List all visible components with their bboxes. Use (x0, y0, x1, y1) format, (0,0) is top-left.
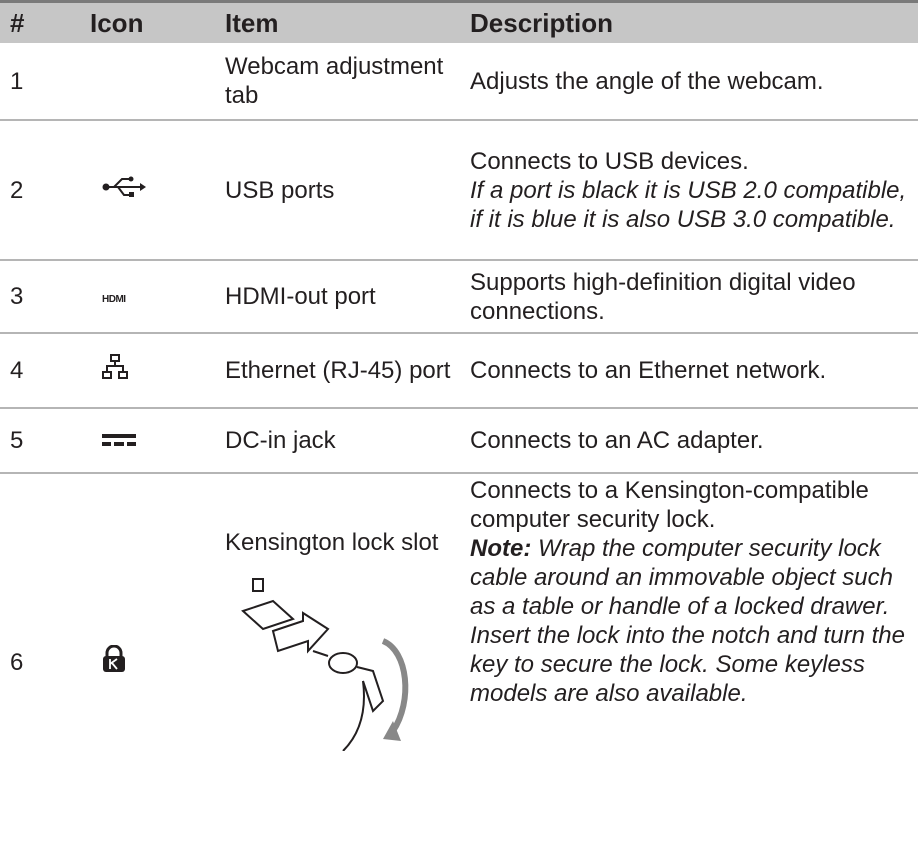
description: Supports high-definition digital video c… (460, 260, 918, 334)
icon-cell (80, 120, 215, 261)
item-text: Kensington lock slot (225, 529, 439, 556)
item: DC-in jack (215, 408, 460, 474)
item: HDMI-out port (215, 260, 460, 334)
row: 3 HDMI HDMI-out port Supports high-defin… (0, 260, 918, 334)
number: 5 (0, 408, 80, 474)
lock-icon (103, 644, 125, 672)
number: 3 (0, 260, 80, 334)
header-cell: Description (460, 0, 918, 43)
usb-icon (102, 176, 146, 197)
number: 2 (0, 120, 80, 261)
icon-cell (80, 43, 215, 121)
icon-cell (80, 333, 215, 409)
row: 4 Ethernet (RJ-45) port Connects to an E… (0, 333, 918, 409)
description: Connects to a Kensington-compatible comp… (460, 473, 918, 850)
note-label: Note: (470, 535, 532, 562)
hdmi-icon: HDMI (102, 293, 126, 305)
item: Kensington lock slot (215, 473, 460, 850)
description: Connects to USB devices. If a port is bla… (460, 120, 918, 261)
lock-illustration (241, 578, 409, 751)
item: Webcam adjustment tab (215, 43, 460, 121)
description: Adjusts the angle of the webcam. (460, 43, 918, 121)
header-cell: Item (215, 0, 460, 43)
description-text: Connects to USB devices. (470, 147, 749, 175)
italic-text: If a port is black it is USB 2.0 compati… (470, 176, 907, 233)
row: 5 DC-in jack Connects to an AC adapter. (0, 408, 918, 474)
item: Ethernet (RJ-45) port (215, 333, 460, 409)
description-text: Connects to a Kensington-compatible comp… (470, 477, 869, 533)
icon-cell (80, 473, 215, 850)
number: 1 (0, 43, 80, 121)
dc-icon (102, 434, 136, 446)
row: 2 USB ports Connects to USB devices. If a… (0, 120, 918, 261)
row: 6 Kensington lock slot Connects to a Ken… (0, 473, 918, 850)
header-row: # Icon Item Description (0, 0, 918, 43)
description: Connects to an AC adapter. (460, 408, 918, 474)
number: 6 (10, 648, 24, 676)
header-cell: # (0, 0, 80, 43)
row: 1 Webcam adjustment tab Adjusts the angl… (0, 43, 918, 121)
description: Connects to an Ethernet network. (460, 333, 918, 409)
icon-cell: HDMI (80, 260, 215, 334)
number: 4 (0, 333, 80, 409)
item: USB ports (215, 120, 460, 261)
icon-cell (80, 408, 215, 474)
header-cell: Icon (80, 0, 215, 43)
italic-text: Wrap the computer security lock cable ar… (470, 535, 905, 707)
ethernet-icon (102, 354, 128, 379)
